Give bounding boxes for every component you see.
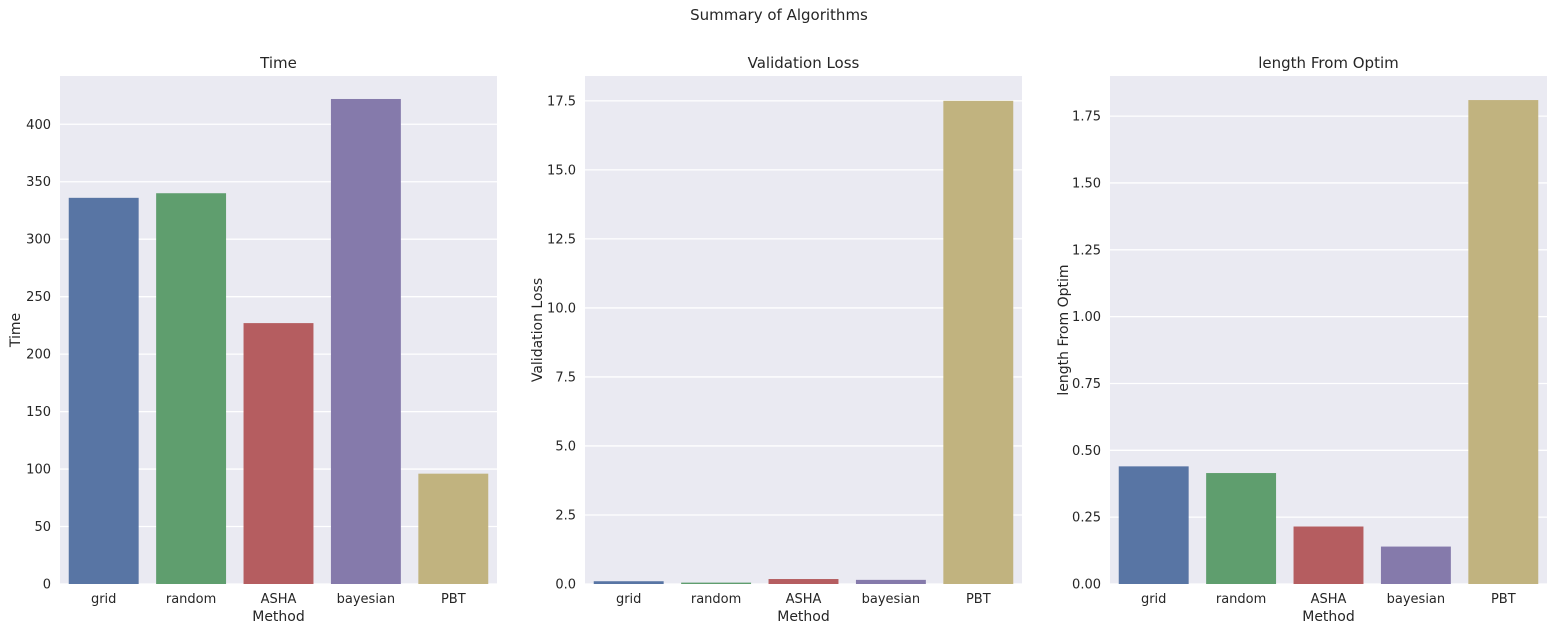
y-tick-label: 50: [34, 520, 51, 535]
y-tick-label: 150: [26, 405, 51, 420]
y-tick-label: 200: [26, 348, 51, 363]
bar-PBT: [1468, 100, 1539, 584]
y-tick-label: 17.5: [547, 94, 576, 109]
y-tick-label: 1.25: [1072, 243, 1101, 258]
y-tick-label: 10.0: [547, 301, 576, 316]
y-tick-label: 100: [26, 463, 51, 478]
y-tick-label: 0: [43, 578, 51, 593]
panel-title: Validation Loss: [748, 54, 860, 72]
x-tick-label: ASHA: [261, 592, 297, 607]
panel-title: Time: [259, 54, 297, 72]
bar-random: [156, 193, 227, 584]
x-tick-label: grid: [616, 592, 641, 607]
x-tick-label: bayesian: [1387, 592, 1446, 607]
x-axis-label: Method: [1302, 609, 1355, 625]
bar-grid: [1118, 466, 1189, 584]
y-tick-label: 12.5: [547, 232, 576, 247]
bar-bayesian: [330, 98, 401, 585]
bar-ASHA: [1293, 526, 1364, 584]
x-axis-label: Method: [777, 609, 830, 625]
bar-grid: [593, 581, 664, 584]
y-tick-label: 300: [26, 233, 51, 248]
bar-random: [681, 582, 752, 584]
y-tick-label: 0.0: [555, 578, 576, 593]
x-tick-label: random: [166, 592, 216, 607]
x-tick-label: ASHA: [1311, 592, 1347, 607]
x-tick-label: bayesian: [337, 592, 396, 607]
bar-bayesian: [1380, 546, 1451, 584]
x-tick-label: bayesian: [862, 592, 921, 607]
bar-bayesian: [855, 579, 926, 584]
x-tick-label: PBT: [1491, 592, 1516, 607]
y-tick-label: 7.5: [555, 370, 576, 385]
y-tick-label: 0.50: [1072, 444, 1101, 459]
y-tick-label: 0.00: [1072, 578, 1101, 593]
y-tick-label: 1.50: [1072, 176, 1101, 191]
x-tick-label: PBT: [441, 592, 466, 607]
y-axis-label: Time: [8, 313, 24, 348]
y-axis-label: length From Optim: [1056, 264, 1072, 395]
panel-title: length From Optim: [1258, 54, 1399, 72]
y-tick-label: 15.0: [547, 163, 576, 178]
x-tick-label: ASHA: [786, 592, 822, 607]
figure-suptitle: Summary of Algorithms: [690, 6, 868, 24]
x-axis-label: Method: [252, 609, 305, 625]
bar-PBT: [943, 100, 1014, 584]
bar-ASHA: [768, 579, 839, 584]
y-tick-label: 5.0: [555, 439, 576, 454]
y-tick-label: 0.25: [1072, 511, 1101, 526]
y-tick-label: 350: [26, 175, 51, 190]
x-tick-label: grid: [1141, 592, 1166, 607]
y-tick-label: 0.75: [1072, 377, 1101, 392]
x-tick-label: random: [691, 592, 741, 607]
y-tick-label: 1.75: [1072, 110, 1101, 125]
x-tick-label: grid: [91, 592, 116, 607]
bar-PBT: [418, 473, 489, 584]
y-axis-label: Validation Loss: [530, 278, 546, 382]
y-tick-label: 400: [26, 118, 51, 133]
bar-random: [1206, 473, 1277, 584]
y-tick-label: 2.5: [555, 508, 576, 523]
x-tick-label: PBT: [966, 592, 991, 607]
bar-grid: [68, 197, 139, 584]
y-tick-label: 250: [26, 290, 51, 305]
bar-ASHA: [243, 323, 314, 584]
y-tick-label: 1.00: [1072, 310, 1101, 325]
x-tick-label: random: [1216, 592, 1266, 607]
